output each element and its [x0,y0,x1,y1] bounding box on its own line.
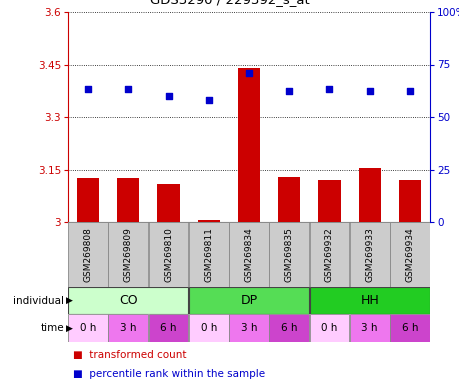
Bar [108,314,148,342]
Bar [278,177,300,222]
Text: GDS3290 / 229392_s_at: GDS3290 / 229392_s_at [150,0,309,6]
Text: 6 h: 6 h [160,323,176,333]
Text: 3 h: 3 h [120,323,136,333]
Bar [269,222,308,287]
Point [245,70,252,76]
Point [405,88,413,94]
Text: ■  percentile rank within the sample: ■ percentile rank within the sample [73,369,264,379]
Bar [358,168,380,222]
Bar [309,222,348,287]
Point [285,88,292,94]
Text: GSM269932: GSM269932 [324,227,333,282]
Bar [189,222,228,287]
Text: 0 h: 0 h [80,323,96,333]
Point [164,93,172,99]
Bar [398,180,420,222]
Bar [157,184,179,222]
Text: 6 h: 6 h [280,323,297,333]
Text: individual: individual [13,296,64,306]
Text: ■  transformed count: ■ transformed count [73,350,186,360]
Bar [117,178,139,222]
Bar [108,222,148,287]
Text: GSM269811: GSM269811 [204,227,213,282]
Text: HH: HH [359,294,378,307]
Bar [68,287,188,314]
Text: GSM269835: GSM269835 [284,227,293,282]
Point [365,88,373,94]
Text: 6 h: 6 h [401,323,417,333]
Text: time: time [40,323,64,333]
Bar [229,222,269,287]
Text: GSM269810: GSM269810 [164,227,173,282]
Text: CO: CO [119,294,137,307]
Bar [229,314,269,342]
Text: 3 h: 3 h [240,323,257,333]
Bar [68,314,108,342]
Point [325,86,332,92]
Bar [389,222,429,287]
Bar [77,178,99,222]
Text: GSM269834: GSM269834 [244,227,253,282]
Text: 0 h: 0 h [200,323,217,333]
Text: GSM269933: GSM269933 [364,227,373,282]
Bar [318,180,340,222]
Point [84,86,92,92]
Bar [309,287,429,314]
Text: GSM269808: GSM269808 [84,227,92,282]
Text: 0 h: 0 h [320,323,337,333]
Bar [269,314,308,342]
Text: GSM269934: GSM269934 [404,227,414,282]
Bar [197,220,219,222]
Point [124,86,132,92]
Text: 3 h: 3 h [361,323,377,333]
Bar [349,314,389,342]
Bar [68,222,108,287]
Text: DP: DP [240,294,257,307]
Bar [309,314,348,342]
Bar [148,222,188,287]
Bar [237,68,259,222]
Bar [148,314,188,342]
Bar [189,314,228,342]
Point [205,96,212,103]
Text: GSM269809: GSM269809 [123,227,133,282]
Bar [349,222,389,287]
Bar [189,287,308,314]
Text: ▶: ▶ [66,296,73,305]
Text: ▶: ▶ [66,323,73,333]
Bar [389,314,429,342]
